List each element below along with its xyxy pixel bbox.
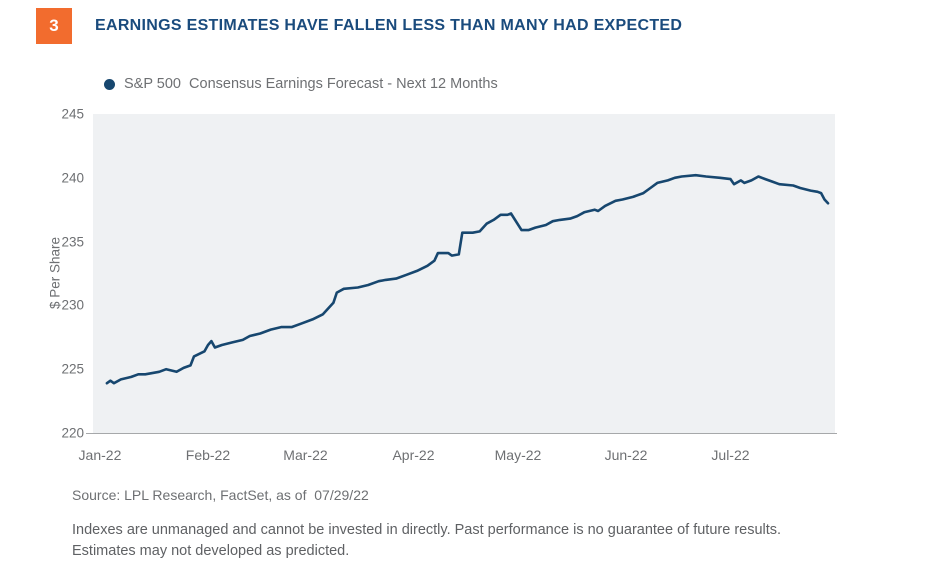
figure-number: 3: [49, 16, 59, 35]
x-tick-label: Mar-22: [283, 447, 328, 463]
x-tick-label: Jul-22: [711, 447, 750, 463]
disclaimer-text: Indexes are unmanaged and cannot be inve…: [72, 520, 781, 562]
y-tick-label: 235: [61, 234, 84, 250]
legend-dot-icon: [104, 78, 115, 90]
source-note: Source: LPL Research, FactSet, as of 07/…: [72, 487, 369, 503]
page-title: EARNINGS ESTIMATES HAVE FALLEN LESS THAN…: [95, 17, 683, 34]
x-tick-label: Feb-22: [185, 447, 231, 463]
x-axis-line: [86, 433, 837, 434]
line-chart-svg: [105, 173, 830, 385]
x-tick-label: Jan-22: [78, 447, 122, 463]
x-tick-label: May-22: [494, 447, 542, 463]
plot-area: [93, 114, 835, 433]
figure-number-badge: 3: [36, 8, 72, 44]
x-tick-label: Jun-22: [604, 447, 648, 463]
y-tick-label: 245: [61, 106, 84, 122]
disclaimer-line-2: Estimates may not developed as predicted…: [72, 543, 350, 559]
x-tick-label: Apr-22: [392, 447, 435, 463]
y-tick-label: 220: [61, 425, 84, 441]
y-tick-label: 230: [61, 297, 84, 313]
chart-legend: S&P 500 Consensus Earnings Forecast - Ne…: [104, 76, 498, 92]
y-tick-label: 240: [61, 170, 84, 186]
earnings-forecast-line: [105, 173, 830, 385]
disclaimer-line-1: Indexes are unmanaged and cannot be inve…: [72, 522, 782, 538]
legend-label: S&P 500 Consensus Earnings Forecast - Ne…: [124, 76, 498, 92]
y-tick-label: 225: [61, 361, 84, 377]
